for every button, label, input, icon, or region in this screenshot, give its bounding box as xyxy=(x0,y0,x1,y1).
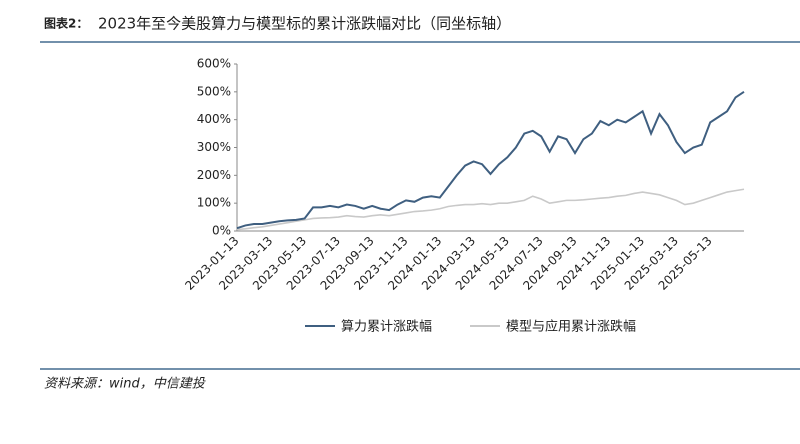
figure-label: 图表2： xyxy=(44,16,88,31)
chart-title: 2023年至今美股算力与模型标的累计涨跌幅对比（同坐标轴） xyxy=(98,15,511,33)
y-tick-label: 100% xyxy=(197,196,231,210)
y-tick-label: 500% xyxy=(197,84,231,98)
legend-label: 算力累计涨跌幅 xyxy=(341,319,432,335)
y-tick-label: 0% xyxy=(212,224,231,238)
series-line xyxy=(236,188,745,231)
series-line xyxy=(236,90,745,230)
source-note: 资料来源：wind，中信建投 xyxy=(44,377,206,392)
y-tick-label: 200% xyxy=(197,168,231,182)
legend-label: 模型与应用累计涨跌幅 xyxy=(506,319,636,335)
y-tick-label: 300% xyxy=(197,140,231,154)
y-tick-label: 400% xyxy=(197,112,231,126)
y-tick-label: 600% xyxy=(197,57,231,71)
